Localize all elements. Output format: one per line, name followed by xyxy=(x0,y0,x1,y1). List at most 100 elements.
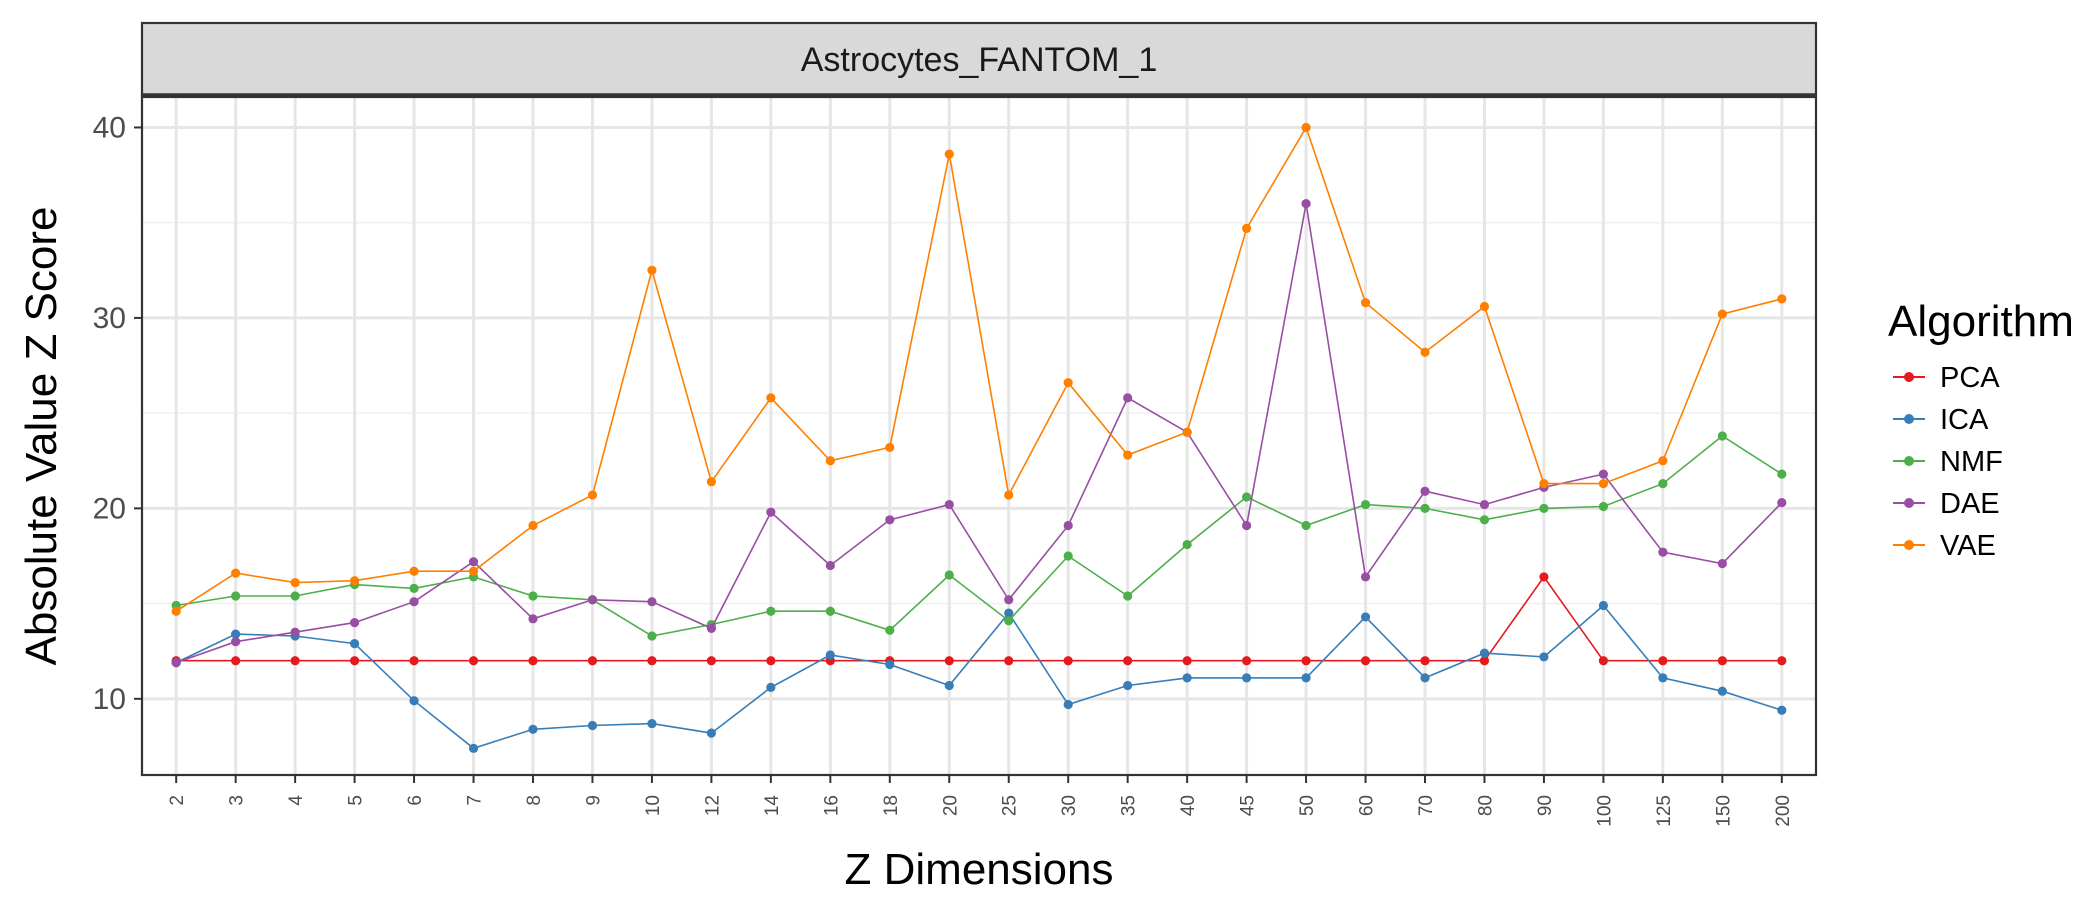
series-line-vae xyxy=(175,125,1782,612)
data-point-vae xyxy=(1777,294,1787,304)
y-tick-label: 20 xyxy=(93,492,126,525)
data-point-ica xyxy=(1301,673,1311,683)
data-point-ica xyxy=(706,728,716,738)
data-point-pca xyxy=(1539,572,1549,582)
data-point-nmf xyxy=(1479,515,1490,525)
data-point-pca xyxy=(1123,656,1133,666)
y-axis-title: Absolute Value Z Score xyxy=(17,207,66,666)
data-point-vae xyxy=(766,393,776,403)
x-tick-label: 8 xyxy=(524,795,545,806)
legend-label-pca: PCA xyxy=(1940,362,2000,394)
series-ica xyxy=(171,600,1787,753)
x-tick-label: 70 xyxy=(1416,795,1437,816)
data-point-nmf xyxy=(1539,503,1549,513)
data-point-vae xyxy=(587,490,598,500)
x-axis-title: Z Dimensions xyxy=(845,845,1114,894)
data-point-ica xyxy=(1360,612,1371,622)
x-tick-label: 30 xyxy=(1059,795,1080,816)
series-dae xyxy=(171,199,1787,668)
x-tick-label: 3 xyxy=(227,795,248,806)
legend-item-vae: VAE xyxy=(1893,530,1996,562)
data-point-vae xyxy=(1182,427,1192,437)
y-axis: 10 20 30 40 xyxy=(93,111,142,716)
data-point-pca xyxy=(1182,656,1192,666)
facet-strip: Astrocytes_FANTOM_1 xyxy=(140,21,1818,97)
data-point-nmf xyxy=(1242,492,1252,502)
data-point-nmf xyxy=(290,591,300,601)
data-point-dae xyxy=(349,618,360,628)
data-point-nmf xyxy=(1123,591,1133,601)
x-tick-label: 14 xyxy=(762,795,783,817)
x-tick-label: 6 xyxy=(405,795,426,806)
data-point-nmf xyxy=(231,591,241,601)
x-tick-label: 9 xyxy=(583,795,604,806)
data-point-vae xyxy=(885,442,895,453)
data-point-dae xyxy=(766,507,776,517)
data-point-pca xyxy=(587,656,598,666)
data-point-vae xyxy=(1717,309,1727,319)
x-tick-label: 60 xyxy=(1357,795,1378,816)
legend: Algorithm PCA ICA NMF DAE VAE xyxy=(1888,297,2074,562)
data-point-pca xyxy=(349,656,360,666)
data-point-dae xyxy=(231,637,241,647)
legend-label-dae: DAE xyxy=(1940,488,2000,520)
data-point-dae xyxy=(1301,199,1311,209)
data-point-ica xyxy=(825,650,835,660)
data-point-dae xyxy=(468,557,479,567)
series-line-ica xyxy=(175,604,1783,750)
x-tick-label: 2 xyxy=(167,795,188,806)
legend-label-nmf: NMF xyxy=(1940,446,2003,478)
data-point-dae xyxy=(528,614,538,624)
data-point-nmf xyxy=(1420,503,1430,513)
x-tick-label: 18 xyxy=(881,795,902,816)
legend-key-point xyxy=(1904,456,1914,466)
data-point-dae xyxy=(1004,595,1014,605)
data-point-ica xyxy=(885,659,895,670)
data-point-dae xyxy=(1717,559,1727,569)
x-tick-label: 5 xyxy=(346,795,367,806)
data-point-ica xyxy=(1123,680,1133,691)
data-point-dae xyxy=(171,658,181,668)
x-tick-label: 20 xyxy=(940,795,961,816)
data-point-pca xyxy=(1598,656,1609,666)
data-point-nmf xyxy=(647,631,657,641)
panel-border xyxy=(140,95,1818,777)
data-point-nmf xyxy=(885,625,895,635)
data-point-dae xyxy=(647,597,657,607)
x-tick-label: 12 xyxy=(702,795,723,816)
data-point-pca xyxy=(1004,656,1014,666)
data-point-ica xyxy=(1479,648,1490,658)
x-tick-label: 45 xyxy=(1238,795,1259,816)
data-point-vae xyxy=(1658,456,1668,466)
data-point-ica xyxy=(944,680,954,691)
data-point-nmf xyxy=(1598,501,1609,512)
legend-key-point xyxy=(1904,540,1914,550)
x-tick-label: 35 xyxy=(1119,795,1140,816)
data-point-nmf xyxy=(1717,431,1727,441)
series-vae xyxy=(171,122,1787,616)
data-point-nmf xyxy=(1063,551,1073,561)
data-point-pca xyxy=(766,656,776,666)
data-point-ica xyxy=(1777,705,1787,715)
data-point-nmf xyxy=(944,570,954,580)
data-point-vae xyxy=(1063,378,1073,388)
data-point-vae xyxy=(349,576,360,586)
data-point-vae xyxy=(1242,223,1252,234)
legend-item-pca: PCA xyxy=(1893,362,2000,394)
data-point-pca xyxy=(706,656,716,666)
data-point-vae xyxy=(706,477,716,487)
facet-title: Astrocytes_FANTOM_1 xyxy=(801,41,1158,79)
data-point-vae xyxy=(944,149,954,159)
data-point-pca xyxy=(647,656,657,666)
grid-minor xyxy=(142,221,1816,605)
x-tick-label: 25 xyxy=(1000,795,1021,816)
data-point-dae xyxy=(1063,520,1073,531)
x-tick-label: 4 xyxy=(286,795,307,806)
data-point-vae xyxy=(1479,301,1490,312)
legend-item-nmf: NMF xyxy=(1893,446,2003,478)
data-point-pca xyxy=(1479,656,1490,666)
x-tick-label: 10 xyxy=(643,795,664,816)
data-point-vae xyxy=(1598,479,1609,489)
data-point-dae xyxy=(825,560,835,571)
